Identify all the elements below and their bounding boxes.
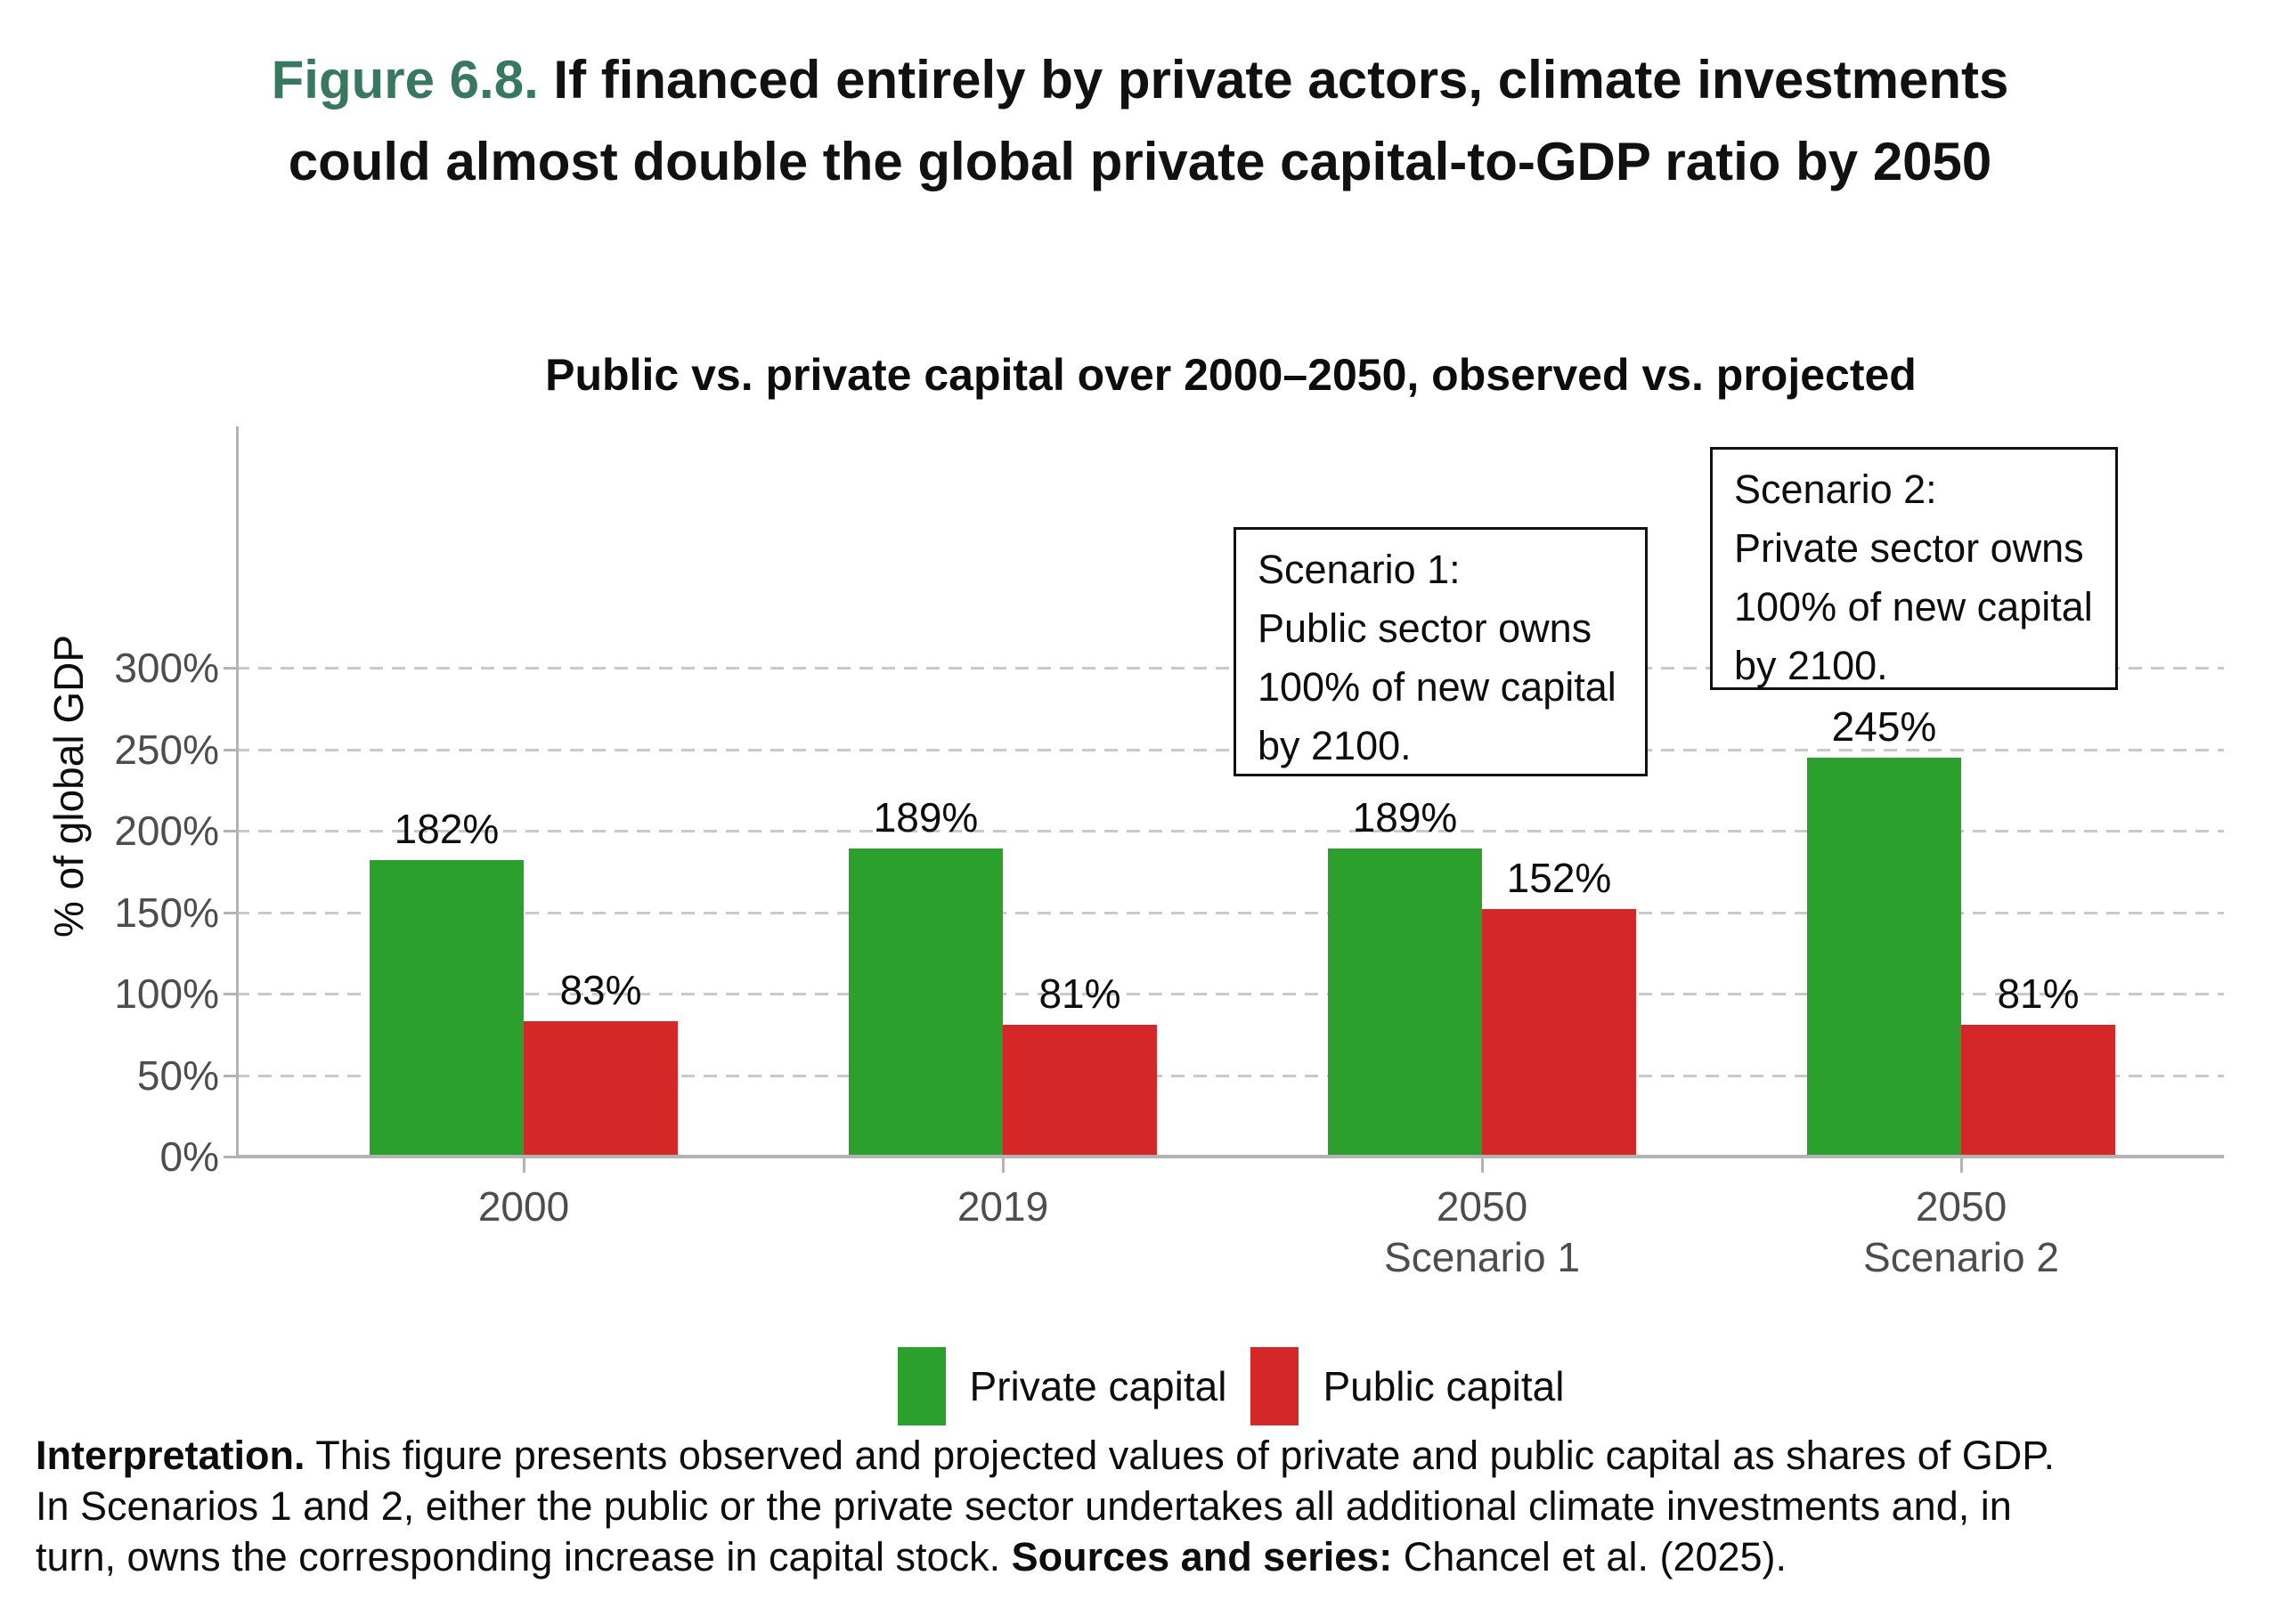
y-tick-100 bbox=[224, 993, 238, 995]
x-label-2050-scenario-2: 2050 Scenario 2 bbox=[1863, 1183, 2059, 1280]
gridline-200 bbox=[236, 830, 2224, 832]
figure-title-line2: could almost double the global private c… bbox=[288, 132, 1992, 191]
y-tick-50 bbox=[224, 1074, 238, 1077]
value-label-public-capital-2050-scenario-2: 81% bbox=[1997, 970, 2080, 1017]
bar-private-capital-2050-scenario-1 bbox=[1328, 849, 1482, 1157]
y-tick-0 bbox=[224, 1156, 238, 1158]
value-label-public-capital-2000: 83% bbox=[559, 967, 642, 1014]
y-axis-line bbox=[236, 426, 239, 1157]
value-label-public-capital-2019: 81% bbox=[1038, 970, 1121, 1017]
interpretation-label: Interpretation. bbox=[36, 1433, 305, 1478]
x-tick-1 bbox=[523, 1158, 525, 1173]
y-tick-300 bbox=[224, 667, 238, 670]
y-tick-label-250: 250% bbox=[114, 726, 219, 773]
y-tick-label-100: 100% bbox=[114, 970, 219, 1017]
legend-swatch-public-capital bbox=[1250, 1347, 1299, 1425]
x-label-2019: 2019 bbox=[957, 1183, 1049, 1230]
legend-label-public-capital: Public capital bbox=[1323, 1363, 1565, 1409]
figure-title: Figure 6.8. If financed entirely by priv… bbox=[0, 39, 2280, 203]
bar-private-capital-2019 bbox=[849, 849, 1003, 1157]
gridline-50 bbox=[236, 1074, 2224, 1077]
bar-private-capital-2050-scenario-2 bbox=[1807, 757, 1961, 1157]
bar-public-capital-2000 bbox=[524, 1021, 678, 1157]
y-tick-label-300: 300% bbox=[114, 645, 219, 691]
value-label-public-capital-2050-scenario-1: 152% bbox=[1506, 854, 1612, 901]
y-tick-label-200: 200% bbox=[114, 808, 219, 854]
y-tick-200 bbox=[224, 830, 238, 832]
x-tick-4 bbox=[1960, 1158, 1963, 1173]
y-tick-150 bbox=[224, 911, 238, 914]
value-label-private-capital-2050-scenario-1: 189% bbox=[1352, 794, 1458, 841]
annotation-scenario-1: Scenario 1: Public sector owns 100% of new… bbox=[1234, 527, 1648, 776]
x-axis-line bbox=[236, 1155, 2224, 1158]
interpretation-line1: Interpretation. This figure presents obs… bbox=[36, 1433, 2055, 1478]
y-tick-label-0: 0% bbox=[159, 1133, 219, 1180]
gridline-250 bbox=[236, 748, 2224, 751]
gridline-300 bbox=[236, 667, 2224, 670]
value-label-private-capital-2000: 182% bbox=[394, 805, 500, 852]
interpretation-note: Interpretation. This figure presents obs… bbox=[36, 1430, 2262, 1582]
figure-title-line1-text: If financed entirely by private actors, … bbox=[538, 50, 2009, 110]
figure-title-line1: Figure 6.8. If financed entirely by priv… bbox=[0, 39, 2280, 121]
x-label-2050-scenario-1: 2050 Scenario 1 bbox=[1384, 1183, 1580, 1280]
value-label-private-capital-2019: 189% bbox=[873, 794, 979, 841]
interpretation-line2: In Scenarios 1 and 2, either the public … bbox=[36, 1483, 2012, 1529]
figure-number: Figure 6.8. bbox=[271, 50, 539, 110]
legend-swatch-private-capital bbox=[897, 1347, 946, 1425]
gridline-100 bbox=[236, 993, 2224, 995]
x-tick-2 bbox=[1002, 1158, 1005, 1173]
chart-title: Public vs. private capital over 2000–205… bbox=[545, 350, 1917, 400]
bar-public-capital-2019 bbox=[1003, 1024, 1157, 1157]
bar-public-capital-2050-scenario-1 bbox=[1482, 908, 1636, 1157]
interpretation-line3: turn, owns the corresponding increase in… bbox=[36, 1534, 1787, 1579]
y-tick-label-150: 150% bbox=[114, 889, 219, 936]
gridline-150 bbox=[236, 911, 2224, 914]
bar-private-capital-2000 bbox=[370, 859, 524, 1157]
y-tick-label-50: 50% bbox=[136, 1052, 219, 1099]
sources-label: Sources and series: bbox=[1011, 1534, 1393, 1579]
bar-public-capital-2050-scenario-2 bbox=[1961, 1024, 2115, 1157]
legend: Private capital Public capital bbox=[238, 1346, 2224, 1426]
value-label-private-capital-2050-scenario-2: 245% bbox=[1831, 702, 1937, 750]
legend-label-private-capital: Private capital bbox=[969, 1363, 1227, 1409]
x-tick-3 bbox=[1481, 1158, 1484, 1173]
x-label-2000: 2000 bbox=[477, 1183, 570, 1230]
annotation-scenario-2: Scenario 2: Private sector owns 100% of ne… bbox=[1710, 447, 2118, 690]
y-tick-250 bbox=[224, 748, 238, 751]
